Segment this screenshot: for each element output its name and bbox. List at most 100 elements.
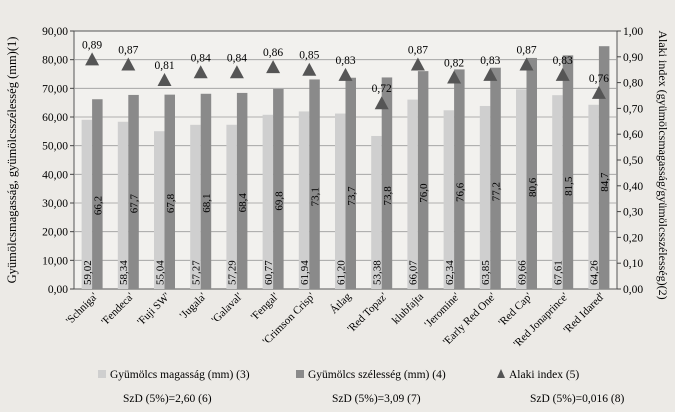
bar-width-label: 81,5 [563,176,575,196]
bar-height [262,114,274,289]
index-value-label: 0,83 [480,55,500,67]
bar-width [128,94,139,289]
bar-height-label: 58,34 [118,260,130,285]
bar-height-label: 53,38 [371,260,383,285]
bar-width [236,92,248,289]
y2-tick-label: 1,00 [623,26,643,38]
category-label: 'Schniga' [64,291,100,327]
bar-height [226,124,237,289]
index-value-label: 0,87 [408,45,428,57]
index-marker [193,65,208,79]
index-marker [483,67,498,81]
category-label: 'Fendeca' [99,291,136,328]
bar-height [190,124,201,290]
bar-height [335,113,346,289]
bar-width-label: 67,7 [129,193,141,213]
sd-note: SzD (5%)=2,60 (6) [123,393,212,405]
bar-height-label: 66,07 [408,260,420,285]
bar-width [345,77,356,289]
bar-width [490,67,501,290]
index-marker [519,57,534,71]
index-markers: 0,89 0,87 0,81 0,84 0,84 0,86 0,85 0,83 0,72 0,87… [82,39,609,110]
bar-height [479,105,491,289]
y-tick-label: 20,00 [42,227,68,239]
index-marker [555,67,570,81]
y2-tick-label: 0,80 [623,78,643,90]
bar-width-label: 73,8 [382,186,394,206]
bar-height-label: 60,77 [263,260,275,285]
bar-height-label: 64,26 [589,260,601,285]
y2-tick-label: 0,00 [623,284,643,296]
category-label: 'Red Topaz' [345,291,390,336]
index-value-label: 0,83 [335,55,355,67]
y2-tick-label: 0,90 [623,52,643,64]
y2-tick-label: 0,60 [623,129,643,141]
bar-width-label: 69,8 [273,191,285,211]
y2-tick-label: 0,50 [623,155,643,167]
legend-swatch [98,370,106,378]
index-value-label: 0,84 [191,52,211,64]
category-label: Átlag [328,290,354,316]
y2-tick-label: 0,30 [623,207,643,219]
y2-axis: 0,00 0,10 0,20 0,30 0,40 0,50 0,60 0,70 0,80 0,90… [617,26,643,296]
bar-width-label: 76,6 [454,182,466,202]
bar-width [598,46,610,290]
y-tick-label: 70,00 [42,83,68,95]
bar-height [516,89,527,289]
y2-tick-label: 0,40 [623,181,643,193]
bar-width [200,93,212,289]
bar-height-label: 62,34 [444,260,456,285]
index-value-label: 0,84 [227,52,247,64]
index-marker [591,85,606,99]
category-label: 'Fuji SW' [135,291,172,328]
legend-swatch [296,370,304,378]
bar-width-label: 73,7 [346,186,358,206]
bar-width-label: 73,1 [310,187,322,206]
y-tick-label: 10,00 [42,255,68,267]
bar-width-label: 84,7 [599,172,611,192]
bar-width-label: 66,2 [92,196,104,215]
legend-label: Gyümölcs szélesség (mm) (4) [308,369,446,381]
bar-height-label: 63,85 [480,260,492,285]
index-marker [229,65,244,79]
index-value-label: 0,72 [372,83,392,95]
index-value-label: 0,82 [444,57,464,69]
bar-height [443,110,455,290]
bars: 59,02 66,2 58,34 67,7 55,04 67,8 57,27 68,1 57,2… [81,46,611,290]
bar-height-label: 67,61 [552,260,564,285]
y-tick-label: 50,00 [42,141,68,153]
index-value-label: 0,87 [118,45,138,57]
bar-height [371,135,382,289]
y2-tick-label: 0,20 [623,232,643,244]
index-marker [302,62,317,76]
y-tick-label: 60,00 [42,112,68,124]
bar-height [117,121,129,289]
category-label: 'Fengal' [249,291,281,323]
y2-axis-label: Alaki index (gyümölcsmagasság/gyümölcssz… [656,30,670,299]
legend-marker [497,369,505,378]
bar-height [552,95,563,290]
index-value-label: 0,81 [154,60,174,72]
legend: Gyümölcs magasság (mm) (3) Gyümölcs széle… [98,369,579,381]
bar-width [309,79,320,290]
x-axis: 'Schniga''Fendeca''Fuji SW' 'Jugala' 'Gala… [64,290,607,350]
index-marker [85,52,100,66]
bar-height [588,104,599,290]
bar-width [526,57,537,289]
y-tick-label: 0,00 [48,284,68,296]
y2-tick-label: 0,70 [623,103,643,115]
bar-width [381,77,393,289]
y2-tick-label: 0,10 [623,258,643,270]
bar-width-label: 77,2 [491,182,503,201]
bar-width-label: 67,8 [165,193,177,213]
bar-width-label: 76,0 [418,183,430,203]
bar-height-label: 55,04 [154,260,166,285]
index-marker [266,60,281,74]
legend-label: Alaki index (5) [509,369,579,381]
bar-width [562,55,574,289]
index-marker [121,57,136,71]
bar-width [454,69,465,289]
bar-height-label: 61,20 [335,260,347,285]
sd-notes: SzD (5%)=2,60 (6) SzD (5%)=3,09 (7) SzD (5… [123,393,624,405]
